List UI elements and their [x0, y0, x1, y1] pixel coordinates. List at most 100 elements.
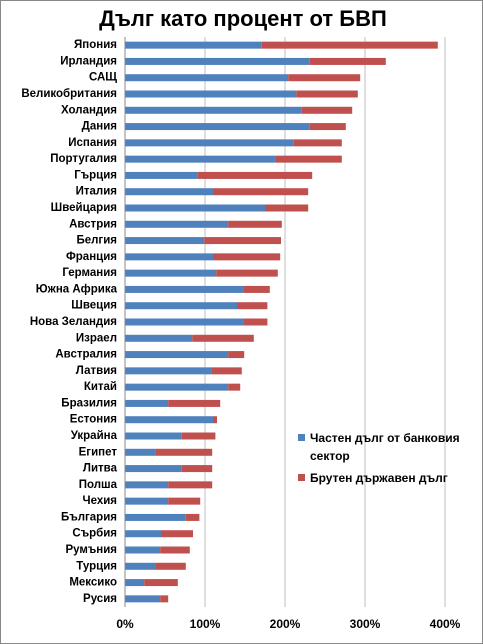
bar-segment: [309, 123, 346, 131]
y-tick-label: Литва: [83, 463, 118, 475]
bar-segment: [161, 530, 193, 538]
y-tick-label: Румъния: [65, 544, 117, 556]
bar-segment: [125, 90, 297, 98]
bar-segment: [301, 106, 353, 114]
bar-segment: [275, 155, 342, 163]
y-tick-label: Австралия: [55, 349, 117, 361]
y-tick-label: Бразилия: [61, 397, 117, 409]
bar-segment: [144, 579, 178, 587]
y-tick-label: Германия: [62, 267, 117, 279]
y-tick-label: Латвия: [76, 365, 117, 377]
bar-segment: [181, 432, 216, 440]
y-tick-label: Швеция: [71, 300, 117, 312]
bar-segment: [125, 481, 169, 489]
legend-label: Частен дълг от банковия сектор: [310, 431, 460, 463]
bar-segment: [261, 41, 438, 49]
bar-segment: [125, 74, 289, 82]
bar-segment: [213, 416, 217, 424]
y-tick-label: Швейцария: [51, 202, 117, 214]
bar-segment: [125, 432, 182, 440]
x-tick-label: 200%: [270, 617, 301, 631]
bar-segment: [213, 253, 281, 261]
chart-title: Дълг като процент от БВП: [99, 6, 387, 31]
bar-segment: [160, 595, 169, 603]
y-tick-label: САЩ: [89, 72, 117, 84]
y-tick-label: Нова Зеландия: [30, 316, 117, 328]
bar-segment: [155, 448, 213, 456]
bar-segment: [125, 595, 161, 603]
x-tick-label: 0%: [116, 617, 134, 631]
y-tick-label: Франция: [66, 251, 117, 263]
bar-segment: [125, 57, 310, 65]
bar-segment: [125, 220, 229, 228]
bar-segment: [309, 57, 386, 65]
bar-segment: [125, 416, 213, 424]
bar-segment: [160, 546, 190, 554]
y-tick-label: Мексико: [69, 577, 117, 589]
y-tick-label: България: [61, 511, 117, 523]
bar-segment: [155, 562, 186, 570]
bar-segment: [296, 90, 358, 98]
y-tick-label: Южна Африка: [36, 283, 118, 295]
bar-segment: [197, 171, 313, 179]
bar-segment: [125, 579, 145, 587]
bar-segment: [125, 253, 213, 261]
bar-segment: [125, 302, 237, 310]
bar-segment: [125, 123, 310, 131]
bar-segment: [125, 497, 169, 505]
y-tick-label: Австрия: [69, 218, 117, 230]
y-tick-label: Ирландия: [60, 55, 117, 67]
y-tick-label: Естония: [70, 414, 117, 426]
legend-swatch: [298, 474, 305, 481]
y-tick-label: Белгия: [76, 235, 117, 247]
bar-segment: [204, 237, 281, 245]
bar-segment: [228, 383, 241, 391]
bar-segment: [125, 562, 156, 570]
bar-segment: [125, 269, 217, 277]
bar-segment: [125, 106, 302, 114]
legend-label: Брутен държавен дълг: [310, 471, 448, 485]
bar-segment: [125, 351, 229, 359]
bar-segment: [125, 465, 182, 473]
bar-segment: [265, 204, 309, 212]
bar-segment: [125, 367, 212, 375]
bar-segment: [213, 188, 309, 196]
y-tick-label: Сърбия: [72, 528, 117, 540]
bar-segment: [293, 139, 342, 147]
y-tick-label: Египет: [79, 446, 118, 458]
bar-segment: [185, 513, 200, 521]
y-tick-label: Италия: [76, 186, 117, 198]
y-tick-label: Полша: [79, 479, 118, 491]
y-tick-label: Русия: [83, 593, 117, 605]
bar-segment: [125, 188, 213, 196]
legend-swatch: [298, 434, 305, 441]
y-tick-label: Дания: [82, 121, 117, 133]
bar-segment: [192, 334, 254, 342]
bar-segment: [125, 448, 156, 456]
bar-segment: [125, 334, 193, 342]
bar-segment: [168, 399, 221, 407]
y-tick-label: Украйна: [71, 430, 118, 442]
bar-segment: [168, 481, 213, 489]
bar-segment: [125, 139, 294, 147]
bar-segment: [125, 285, 244, 293]
y-tick-label: Китай: [84, 381, 117, 393]
y-tick-label: Чехия: [83, 495, 118, 507]
bar-segment: [243, 318, 268, 326]
bar-segment: [125, 546, 161, 554]
bar-segment: [125, 204, 265, 212]
bar-segment: [228, 220, 282, 228]
x-tick-label: 100%: [190, 617, 221, 631]
x-tick-label: 400%: [430, 617, 461, 631]
x-tick-label: 300%: [350, 617, 381, 631]
bar-segment: [288, 74, 361, 82]
y-tick-label: Великобритания: [21, 88, 117, 100]
bar-segment: [237, 302, 268, 310]
bar-segment: [125, 513, 186, 521]
y-tick-label: Япония: [74, 39, 117, 51]
y-tick-label: Турция: [76, 560, 117, 572]
bar-segment: [125, 399, 169, 407]
y-tick-label: Израел: [76, 332, 117, 344]
bar-segment: [211, 367, 242, 375]
bar-segment: [216, 269, 278, 277]
